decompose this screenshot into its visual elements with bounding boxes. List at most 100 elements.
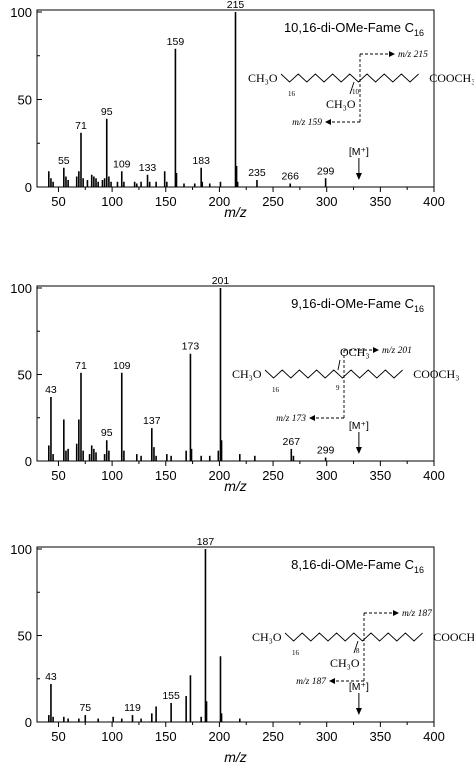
locant-left: 16	[292, 649, 300, 657]
fragment-label-top: m/z 201	[382, 346, 412, 356]
x-tick-label: 350	[369, 194, 391, 209]
fragment-arrowhead-bottom	[325, 119, 331, 125]
y-tick-label: 0	[25, 715, 32, 730]
peak-label: 267	[283, 436, 301, 448]
fragment-label-bottom: m/z 159	[292, 118, 322, 128]
chart-panel-1: 0 50 100 50 100 150 200 250 300 350 400 m/z 55 71 95 10…	[10, 0, 474, 220]
y-tick-label: 50	[18, 368, 32, 383]
peak-label: 215	[227, 0, 245, 11]
x-tick-label: 400	[423, 729, 445, 744]
peak-label: 159	[167, 36, 185, 48]
peak-label: 137	[143, 415, 161, 427]
chart-panel-2: 0 50 100 50 100 150 200 250 300 350 400 m/z 43 71 95 10…	[10, 275, 459, 494]
chart-panel-3: 0 50 100 50 100 150 200 250 300 350 400 m/z 43 75 119 1…	[10, 536, 474, 765]
molecular-ion-arrowhead	[355, 708, 362, 715]
peak-label: 133	[139, 162, 157, 174]
x-tick-label: 150	[155, 729, 177, 744]
x-tick-label: 250	[262, 194, 284, 209]
x-tick-label: 350	[369, 729, 391, 744]
chart-title: 9,16-di-OMe-Fame C16	[291, 296, 424, 314]
x-axis-label: m/z	[224, 478, 247, 494]
x-tick-label: 100	[101, 729, 123, 744]
structure-branch-group: CH₃O	[330, 656, 360, 670]
fragment-arrowhead-top	[389, 51, 395, 57]
carbon-chain	[264, 369, 403, 379]
molecular-ion-label: [M⁺]	[349, 681, 369, 693]
structure-left-group: CH₃O	[252, 630, 282, 644]
fragment-label-top: m/z 187	[402, 609, 433, 619]
y-tick-label: 0	[25, 454, 32, 469]
peak-label: 43	[45, 671, 57, 683]
branch-bond	[349, 81, 355, 95]
peak-label: 109	[113, 360, 131, 372]
x-tick-label: 150	[155, 194, 177, 209]
locant-branch: 8	[356, 647, 360, 655]
x-tick-label: 100	[101, 468, 123, 483]
peak-label: 187	[197, 536, 215, 548]
peak-label: 183	[192, 155, 210, 167]
x-tick-label: 300	[316, 468, 338, 483]
x-axis-label: m/z	[224, 749, 247, 765]
molecular-ion-arrowhead	[355, 173, 362, 180]
peak-label: 155	[162, 690, 180, 702]
molecular-ion-label: [M⁺]	[349, 420, 369, 432]
fragment-arrowhead-bottom	[329, 678, 335, 684]
y-tick-label: 100	[10, 542, 32, 557]
peak-label: 299	[317, 165, 335, 177]
carbon-chain	[284, 632, 423, 642]
x-tick-label: 50	[51, 194, 65, 209]
structure-branch-group: CH₃O	[326, 97, 356, 111]
peak-label: 266	[281, 171, 299, 183]
fragment-arrowhead-top	[393, 610, 399, 616]
branch-bond	[337, 359, 341, 371]
molecular-ion-label: [M⁺]	[349, 146, 369, 158]
locant-left: 16	[272, 386, 280, 394]
fragment-label-top: m/z 215	[398, 50, 428, 60]
peak-label: 173	[182, 341, 200, 353]
x-tick-label: 50	[51, 468, 65, 483]
fragment-arrowhead-bottom	[309, 415, 315, 421]
structure-right-group: COOCH₃	[433, 630, 474, 644]
structure-left-group: CH₃O	[232, 367, 262, 381]
x-tick-label: 350	[369, 468, 391, 483]
y-tick-label: 50	[18, 93, 32, 108]
peak-label: 201	[212, 275, 230, 287]
y-tick-label: 100	[10, 281, 32, 296]
structure-right-group: COOCH₃	[429, 71, 474, 85]
fragment-arrowhead-top	[373, 347, 379, 353]
locant-branch: 10	[352, 88, 360, 96]
x-tick-label: 400	[423, 468, 445, 483]
fragment-label-bottom: m/z 173	[276, 414, 306, 424]
x-axis-label: m/z	[224, 204, 247, 220]
molecular-ion-arrowhead	[355, 447, 362, 454]
peak-label: 95	[101, 106, 113, 118]
peak-label: 71	[75, 360, 87, 372]
plot-frame	[36, 285, 435, 462]
peak-label: 55	[58, 155, 70, 167]
structure-left-group: CH₃O	[248, 71, 278, 85]
y-tick-label: 50	[18, 629, 32, 644]
chart-title: 10,16-di-OMe-Fame C16	[284, 20, 424, 38]
peak-label: 95	[101, 427, 113, 439]
branch-bond	[353, 640, 359, 654]
locant-branch: 9	[336, 384, 340, 392]
fragment-label-bottom: m/z 187	[296, 677, 327, 687]
x-tick-label: 200	[209, 468, 231, 483]
x-tick-label: 300	[316, 194, 338, 209]
peak-label: 235	[248, 167, 266, 179]
structure-right-group: COOCH₃	[413, 367, 459, 381]
x-tick-label: 250	[262, 729, 284, 744]
plot-frame	[36, 546, 435, 723]
carbon-chain	[280, 73, 419, 83]
peak-label: 299	[317, 445, 335, 457]
x-tick-label: 400	[423, 194, 445, 209]
x-tick-label: 150	[155, 468, 177, 483]
y-tick-label: 100	[10, 5, 32, 20]
y-tick-label: 0	[25, 180, 32, 195]
structure-branch-group: OCH₃	[340, 345, 370, 359]
x-tick-label: 200	[209, 729, 231, 744]
locant-left: 16	[288, 90, 296, 98]
